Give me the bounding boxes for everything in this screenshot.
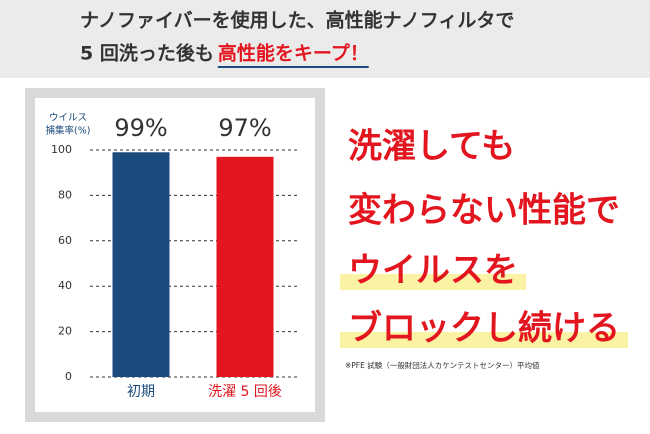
y-axis-label: 捕集率(%) (46, 125, 91, 137)
value-label: 97% (218, 114, 271, 142)
footnote: ※PFE 試験（一般財団法人カケンテストセンター）平均値 (345, 360, 540, 370)
y-tick-label: 100 (51, 143, 72, 156)
x-tick-label: 洗濯 5 回後 (208, 384, 282, 400)
message-line: 変わらない性能で (348, 191, 620, 231)
x-tick-label: 初期 (127, 383, 155, 400)
y-tick-label: 60 (58, 234, 72, 247)
message-line: ブロックし続ける (348, 309, 620, 349)
y-axis-label: ウイルス (49, 113, 87, 124)
y-tick-label: 20 (58, 325, 72, 338)
header-line: ナノファイバーを使用した、高性能ナノフィルタで (80, 9, 514, 32)
message-line: ウイルスを (348, 251, 518, 291)
y-tick-label: 40 (58, 279, 72, 292)
header-highlight: 高性能をキープ！ (218, 42, 369, 65)
message-line: 洗濯しても (348, 127, 515, 167)
bar (216, 156, 274, 377)
y-tick-label: 80 (58, 188, 72, 201)
y-tick-label: 0 (65, 370, 72, 383)
value-label: 99% (114, 114, 167, 142)
highlight (340, 332, 628, 348)
bar (112, 152, 170, 377)
highlight (340, 274, 526, 290)
header-band (0, 0, 650, 78)
header-line: 5 回洗った後も (80, 42, 214, 65)
